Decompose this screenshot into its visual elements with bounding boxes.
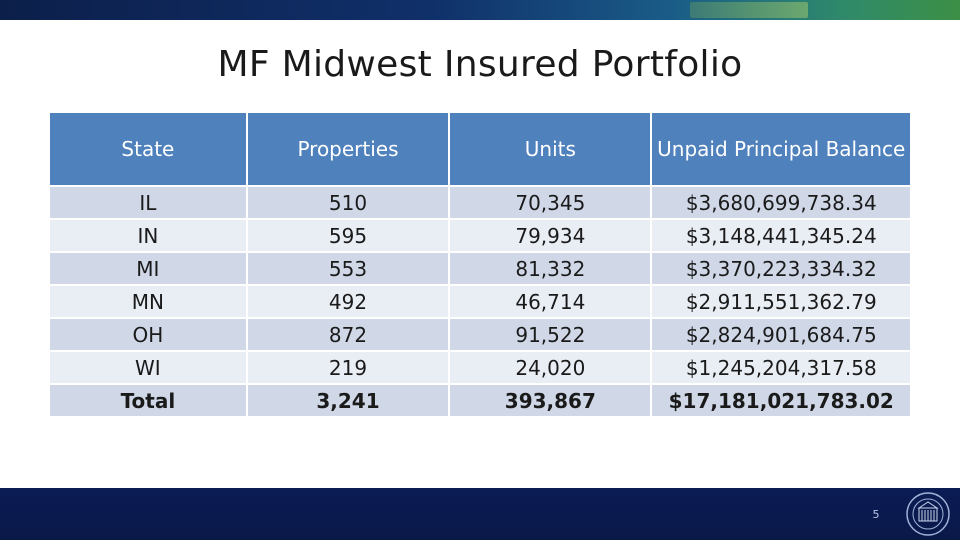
bottom-banner <box>0 488 960 540</box>
table-row: IN 595 79,934 $3,148,441,345.24 <box>50 220 910 251</box>
table-total-row: Total 3,241 393,867 $17,181,021,783.02 <box>50 385 910 416</box>
table-header-row: State Properties Units Unpaid Principal … <box>50 113 910 185</box>
banner-logo-mark <box>690 2 808 18</box>
cell-total-units: 393,867 <box>450 385 651 416</box>
cell-properties: 872 <box>247 319 449 350</box>
cell-properties: 553 <box>247 253 449 284</box>
cell-units: 79,934 <box>450 220 651 251</box>
cell-state: IN <box>50 220 246 251</box>
cell-total-label: Total <box>50 385 246 416</box>
table-row: MI 553 81,332 $3,370,223,334.32 <box>50 253 910 284</box>
header-properties: Properties <box>247 113 449 185</box>
portfolio-table: State Properties Units Unpaid Principal … <box>48 111 912 418</box>
table-row: IL 510 70,345 $3,680,699,738.34 <box>50 187 910 218</box>
hud-seal-icon <box>906 492 950 536</box>
cell-state: IL <box>50 187 246 218</box>
cell-units: 46,714 <box>450 286 651 317</box>
cell-units: 81,332 <box>450 253 651 284</box>
cell-properties: 492 <box>247 286 449 317</box>
cell-upb: $2,911,551,362.79 <box>652 286 910 317</box>
header-state: State <box>50 113 246 185</box>
table-row: OH 872 91,522 $2,824,901,684.75 <box>50 319 910 350</box>
table-row: WI 219 24,020 $1,245,204,317.58 <box>50 352 910 383</box>
cell-properties: 510 <box>247 187 449 218</box>
cell-state: WI <box>50 352 246 383</box>
cell-properties: 595 <box>247 220 449 251</box>
cell-state: MI <box>50 253 246 284</box>
cell-upb: $2,824,901,684.75 <box>652 319 910 350</box>
cell-total-upb: $17,181,021,783.02 <box>652 385 910 416</box>
slide-title: MF Midwest Insured Portfolio <box>217 44 743 85</box>
header-unpaid-principal-balance: Unpaid Principal Balance <box>652 113 910 185</box>
cell-total-properties: 3,241 <box>247 385 449 416</box>
cell-state: OH <box>50 319 246 350</box>
top-banner <box>0 0 960 20</box>
cell-units: 91,522 <box>450 319 651 350</box>
page-number: 5 <box>872 508 880 521</box>
cell-properties: 219 <box>247 352 449 383</box>
cell-units: 24,020 <box>450 352 651 383</box>
cell-upb: $1,245,204,317.58 <box>652 352 910 383</box>
cell-upb: $3,370,223,334.32 <box>652 253 910 284</box>
header-units: Units <box>450 113 651 185</box>
cell-upb: $3,148,441,345.24 <box>652 220 910 251</box>
cell-units: 70,345 <box>450 187 651 218</box>
table-row: MN 492 46,714 $2,911,551,362.79 <box>50 286 910 317</box>
cell-state: MN <box>50 286 246 317</box>
cell-upb: $3,680,699,738.34 <box>652 187 910 218</box>
